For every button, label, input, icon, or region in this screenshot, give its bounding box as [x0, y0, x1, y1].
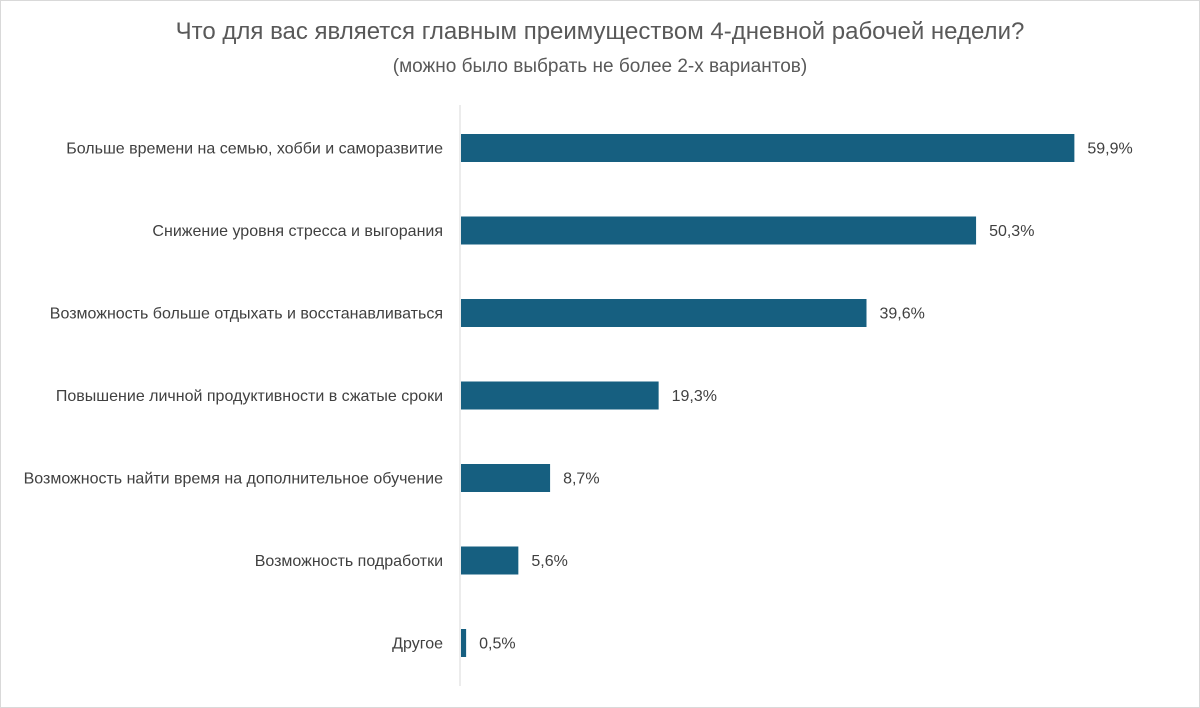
data-label: 50,3% [989, 223, 1034, 240]
data-label: 0,5% [479, 636, 515, 653]
bar [461, 299, 867, 327]
data-label: 39,6% [880, 306, 925, 323]
category-label: Возможность найти время на дополнительно… [24, 471, 444, 488]
data-label: 5,6% [531, 553, 567, 570]
bar [461, 216, 977, 245]
bar [461, 381, 659, 410]
data-label: 19,3% [672, 388, 717, 405]
chart-subtitle: (можно было выбрать не более 2-х вариант… [392, 56, 808, 77]
category-label: Другое [392, 636, 443, 653]
data-label: 59,9% [1087, 141, 1132, 158]
chart-title: Что для вас является главным преимуществ… [175, 18, 1025, 45]
bar [461, 134, 1075, 162]
category-label: Возможность больше отдыхать и восстанавл… [50, 306, 443, 323]
bar [461, 546, 519, 575]
category-label: Снижение уровня стресса и выгорания [152, 223, 443, 240]
category-label: Возможность подработки [255, 553, 443, 570]
bar [461, 464, 551, 492]
category-label: Повышение личной продуктивности в сжатые… [56, 388, 443, 405]
category-label: Больше времени на семью, хобби и самораз… [66, 141, 443, 158]
bar [461, 629, 467, 657]
data-label: 8,7% [563, 471, 599, 488]
